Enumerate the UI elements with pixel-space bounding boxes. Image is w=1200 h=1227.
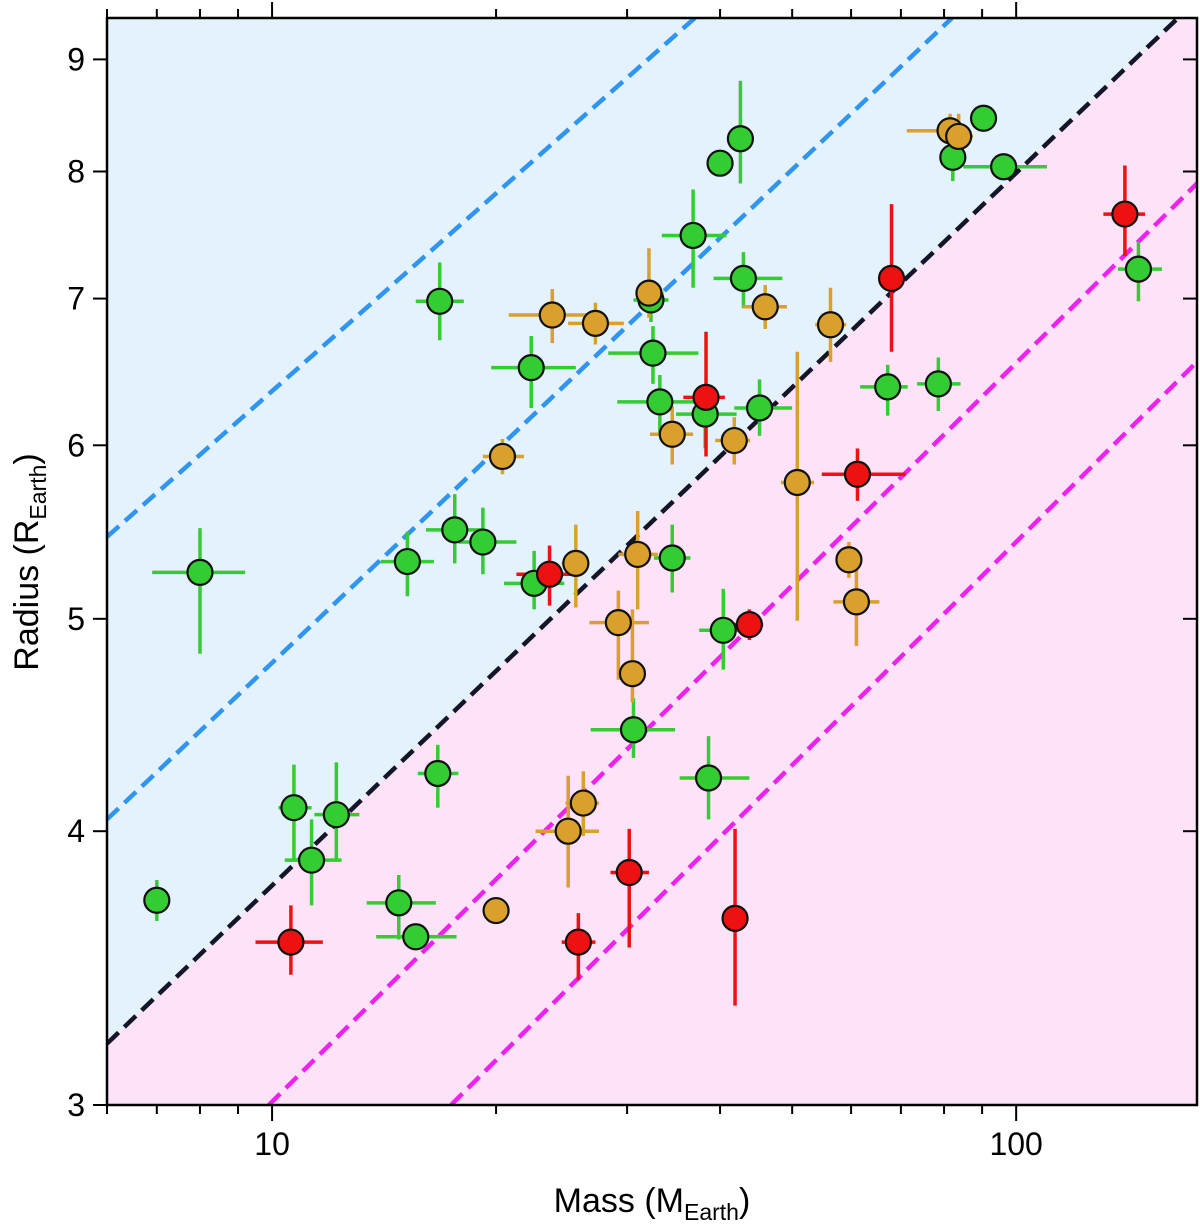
green-point-1 (186, 558, 214, 586)
red-point-7 (843, 460, 872, 488)
gold-point-19 (945, 122, 973, 151)
gold-point-5 (569, 789, 597, 817)
green-point-30 (969, 104, 998, 132)
gold-point-16 (835, 546, 863, 574)
green-point-3 (297, 846, 326, 874)
y-tick-label-3: 3 (67, 1087, 85, 1123)
blue-line-upper (107, 18, 697, 539)
green-point-6 (393, 547, 421, 576)
axes (105, 16, 1199, 1107)
green-point-25 (729, 264, 758, 292)
gold-point-12 (720, 426, 748, 455)
gold-point-7 (604, 609, 632, 637)
green-point-16 (639, 339, 667, 367)
gold-point-2 (538, 301, 566, 329)
gold-point-13 (751, 293, 779, 321)
data-points (143, 104, 1153, 956)
gold-point-15 (816, 311, 845, 339)
gold-point-9 (624, 540, 652, 569)
green-point-31 (990, 153, 1018, 181)
y-tick-label-4: 4 (67, 813, 85, 849)
green-point-23 (709, 616, 737, 644)
y-tick-label-9: 9 (67, 41, 85, 77)
black-line (107, 18, 1180, 1046)
red-point-5 (721, 904, 749, 932)
x-axis-label: Mass (MEarth) (554, 1182, 751, 1225)
gold-point-14 (783, 468, 811, 497)
y-axis-label: Radius (REarth) (8, 453, 51, 670)
green-point-28 (924, 370, 952, 398)
red-point-1 (535, 560, 564, 588)
red-point-8 (877, 264, 906, 292)
green-point-4 (322, 801, 350, 829)
gold-point-1 (488, 442, 517, 471)
green-point-12 (517, 354, 545, 382)
gold-point-0 (482, 896, 510, 925)
magenta-line-lower (449, 360, 1197, 1105)
green-point-21 (694, 764, 723, 792)
red-point-4 (692, 383, 720, 411)
magenta-line-upper (267, 181, 1197, 1105)
gold-point-17 (842, 588, 871, 616)
gold-point-4 (562, 549, 590, 577)
plot-frame (105, 16, 1199, 1107)
green-point-8 (424, 759, 452, 788)
green-point-0 (143, 886, 171, 914)
red-point-9 (1111, 200, 1139, 228)
gold-point-11 (658, 420, 686, 448)
gold-point-10 (635, 279, 663, 307)
reference-lines (107, 18, 1197, 1105)
gold-point-8 (618, 660, 647, 688)
green-point-22 (706, 149, 734, 177)
green-point-2 (280, 794, 308, 822)
region-upper (107, 18, 1197, 1044)
gold-point-6 (581, 309, 610, 337)
y-tick-label-7: 7 (67, 281, 85, 317)
green-point-24 (726, 125, 755, 153)
red-point-2 (564, 928, 592, 956)
green-point-19 (679, 221, 707, 250)
green-point-18 (658, 544, 686, 572)
green-point-10 (441, 516, 469, 544)
green-point-11 (469, 528, 497, 556)
y-tick-label-5: 5 (67, 601, 85, 637)
red-point-0 (277, 928, 305, 956)
green-point-9 (426, 287, 454, 315)
x-tick-label-10: 10 (254, 1126, 290, 1162)
green-point-5 (385, 889, 413, 917)
gold-point-3 (554, 817, 582, 845)
x-tick-label-100: 100 (989, 1126, 1042, 1162)
y-tick-label-6: 6 (67, 427, 85, 463)
tick-labels: 10 100 3 4 5 6 7 8 9 (67, 41, 1043, 1162)
green-point-26 (745, 394, 774, 422)
green-point-7 (402, 923, 430, 951)
regions-layer (107, 18, 1197, 1105)
green-point-14 (619, 716, 648, 744)
red-point-6 (735, 610, 763, 639)
red-point-3 (615, 858, 643, 887)
region-lower (107, 18, 1197, 1105)
green-point-32 (1124, 255, 1153, 283)
y-tick-label-8: 8 (67, 153, 85, 189)
green-point-27 (874, 373, 902, 401)
green-point-17 (646, 388, 674, 416)
axis-ticks (93, 2, 1197, 1121)
blue-line-lower (107, 18, 954, 822)
